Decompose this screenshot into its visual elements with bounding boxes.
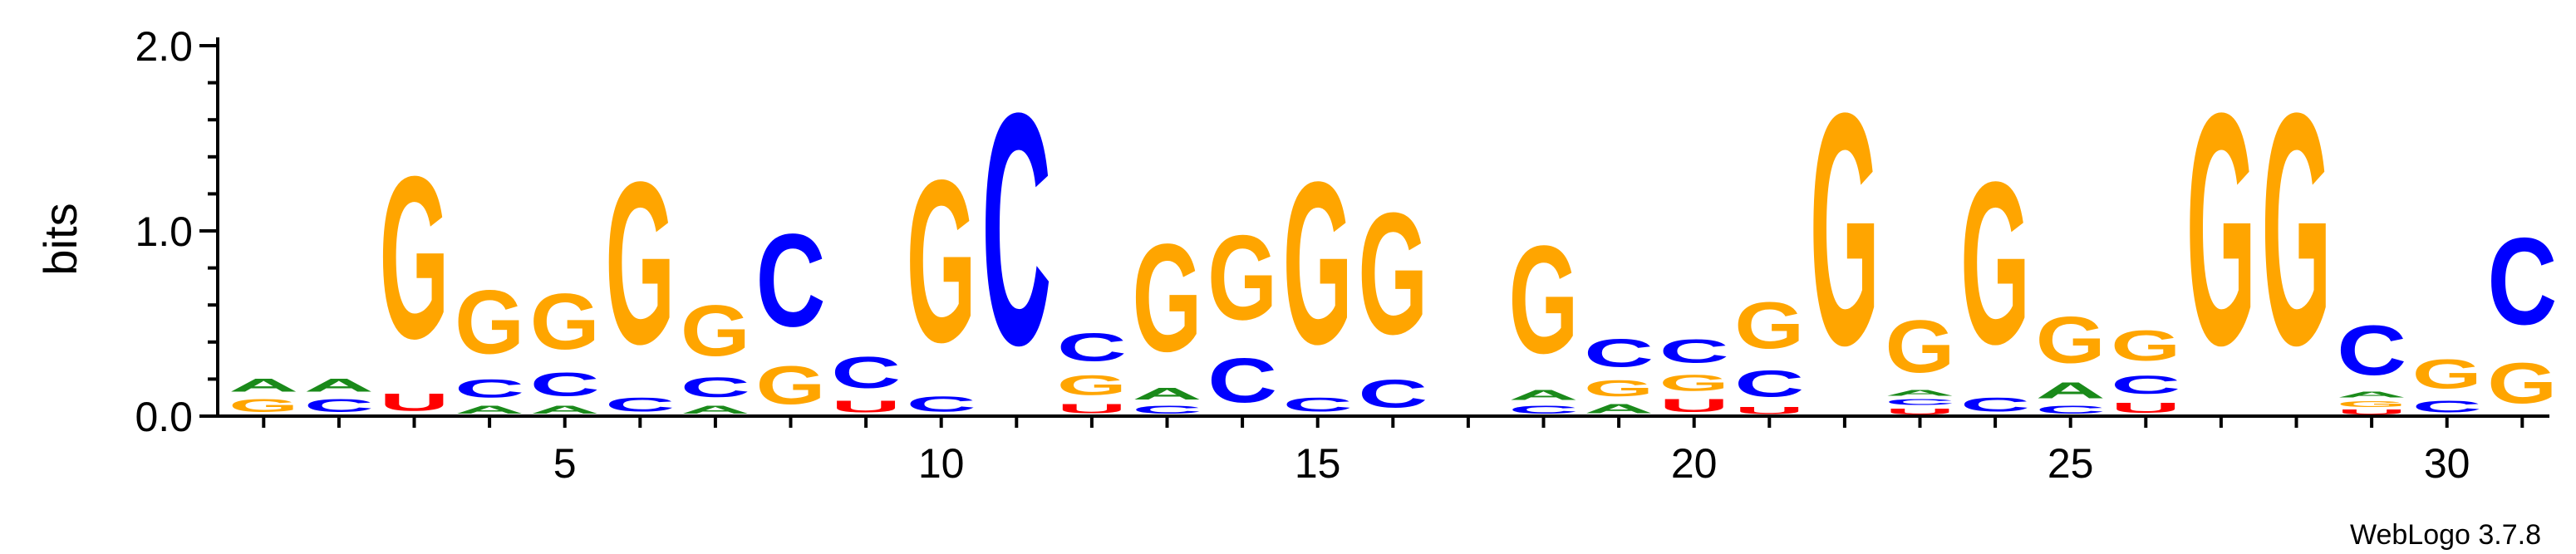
logo-letter-G-pos-18: G bbox=[1509, 214, 1579, 385]
logo-letter-G-pos-3: G bbox=[380, 128, 450, 386]
logo-letter-C-pos-18: C bbox=[1509, 403, 1579, 416]
logo-letter-G-pos-7: G bbox=[681, 290, 750, 371]
logo-letter-A-pos-4: A bbox=[455, 403, 524, 416]
logo-letter-C-pos-29: C bbox=[2337, 311, 2406, 390]
logo-letter-C-pos-5: C bbox=[530, 366, 600, 403]
logo-letter-G-pos-27: G bbox=[2186, 44, 2256, 414]
logo-letter-C-pos-30: C bbox=[2412, 397, 2482, 415]
logo-letter-C-pos-19: C bbox=[1584, 331, 1654, 375]
logo-letter-A-pos-7: A bbox=[681, 403, 750, 416]
logo-letter-U-pos-20: U bbox=[1659, 395, 1729, 416]
x-tick-label: 10 bbox=[918, 440, 965, 487]
logo-letter-A-pos-23: A bbox=[1885, 389, 1955, 398]
logo-letter-G-pos-5: G bbox=[530, 277, 600, 366]
x-tick-label: 20 bbox=[1671, 440, 1718, 487]
logo-letter-G-pos-4: G bbox=[455, 272, 524, 374]
logo-letter-C-pos-9: C bbox=[831, 348, 901, 398]
logo-letter-C-pos-10: C bbox=[907, 392, 976, 416]
logo-letter-C-pos-6: C bbox=[605, 394, 675, 416]
x-ticks: 5 10 15 20 25 30 bbox=[262, 416, 2524, 487]
logo-letter-C-pos-13: C bbox=[1133, 403, 1202, 416]
logo-letter-C-pos-7: C bbox=[681, 372, 750, 404]
logo-letter-U-pos-23: U bbox=[1885, 407, 1955, 416]
logo-letter-G-pos-26: G bbox=[2111, 321, 2180, 370]
logo-letter-C-pos-25: C bbox=[2036, 403, 2106, 416]
x-tick-label: 30 bbox=[2424, 440, 2470, 487]
logo-letter-C-pos-31: C bbox=[2487, 213, 2557, 351]
logo-letter-G-pos-25: G bbox=[2036, 303, 2106, 377]
logo-letter-U-pos-9: U bbox=[831, 397, 901, 415]
logo-letter-C-pos-11: C bbox=[981, 45, 1051, 414]
axes: 0.0 1.0 2.0 5 10 15 20 25 30 bbox=[135, 23, 2549, 487]
logo-letter-G-pos-8: G bbox=[756, 355, 826, 416]
logo-letter-G-pos-6: G bbox=[605, 134, 675, 392]
logo-letter-A-pos-5: A bbox=[530, 403, 600, 416]
y-tick-label: 2.0 bbox=[135, 23, 193, 70]
logo-letter-U-pos-26: U bbox=[2111, 400, 2180, 416]
logo-letter-C-pos-15: C bbox=[1283, 394, 1353, 416]
logo-letter-A-pos-1: A bbox=[229, 375, 298, 396]
logo-letter-G-pos-10: G bbox=[907, 132, 976, 390]
y-ticks: 0.0 1.0 2.0 bbox=[135, 23, 218, 440]
logo-letter-G-pos-23: G bbox=[1885, 305, 1955, 388]
logo-letter-C-pos-8: C bbox=[756, 206, 826, 354]
logo-letter-G-pos-20: G bbox=[1659, 370, 1729, 395]
logo-letter-C-pos-12: C bbox=[1057, 326, 1127, 370]
logo-letter-C-pos-20: C bbox=[1659, 333, 1729, 370]
y-tick-label: 1.0 bbox=[135, 208, 193, 255]
x-tick-label: 15 bbox=[1295, 440, 1341, 487]
logo-letter-A-pos-13: A bbox=[1133, 385, 1202, 403]
logo-letter-A-pos-25: A bbox=[2036, 377, 2106, 403]
logo-letter-U-pos-12: U bbox=[1057, 401, 1127, 416]
logo-letter-G-pos-16: G bbox=[1358, 177, 1428, 371]
logo-letter-C-pos-23: C bbox=[1885, 398, 1955, 407]
logo-letter-G-pos-1: G bbox=[229, 395, 298, 416]
y-tick-label: 0.0 bbox=[135, 394, 193, 440]
logo-letter-C-pos-26: C bbox=[2111, 370, 2180, 400]
logo-letter-G-pos-12: G bbox=[1057, 370, 1127, 401]
logo-letter-G-pos-14: G bbox=[1207, 211, 1277, 346]
logo-letter-G-pos-22: G bbox=[1810, 44, 1880, 414]
y-axis-label: bits bbox=[34, 203, 86, 275]
logo-letter-C-pos-16: C bbox=[1358, 371, 1428, 415]
logo-letter-G-pos-15: G bbox=[1283, 134, 1353, 392]
logo-letter-C-pos-14: C bbox=[1207, 346, 1277, 416]
logo-letter-U-pos-21: U bbox=[1734, 405, 1804, 416]
logo-letter-U-pos-3: U bbox=[380, 388, 450, 415]
logo-letter-C-pos-21: C bbox=[1734, 362, 1804, 404]
logo-letter-G-pos-30: G bbox=[2412, 351, 2482, 398]
logo-letter-G-pos-19: G bbox=[1584, 375, 1654, 401]
logo-letter-G-pos-21: G bbox=[1734, 288, 1804, 362]
logo-letter-G-pos-13: G bbox=[1133, 213, 1202, 384]
weblogo-credit: WebLogo 3.7.8 bbox=[2350, 519, 2541, 551]
logo-letter-U-pos-29: U bbox=[2337, 409, 2406, 416]
logo-letter-G-pos-28: G bbox=[2262, 44, 2332, 414]
logo-letter-A-pos-2: A bbox=[304, 375, 374, 396]
logo-letter-G-pos-24: G bbox=[1960, 134, 2030, 392]
logo-letter-G-pos-29: G bbox=[2337, 400, 2406, 409]
logo-letter-A-pos-19: A bbox=[1584, 401, 1654, 416]
logo-letter-C-pos-4: C bbox=[455, 374, 524, 403]
x-tick-label: 25 bbox=[2048, 440, 2094, 487]
logo-letter-G-pos-31: G bbox=[2487, 352, 2557, 416]
x-tick-label: 5 bbox=[553, 440, 577, 487]
logo-letter-C-pos-2: C bbox=[304, 395, 374, 416]
logo-letter-A-pos-29: A bbox=[2337, 390, 2406, 400]
logo-letter-C-pos-24: C bbox=[1960, 394, 2030, 416]
logo-letter-A-pos-18: A bbox=[1509, 386, 1579, 403]
